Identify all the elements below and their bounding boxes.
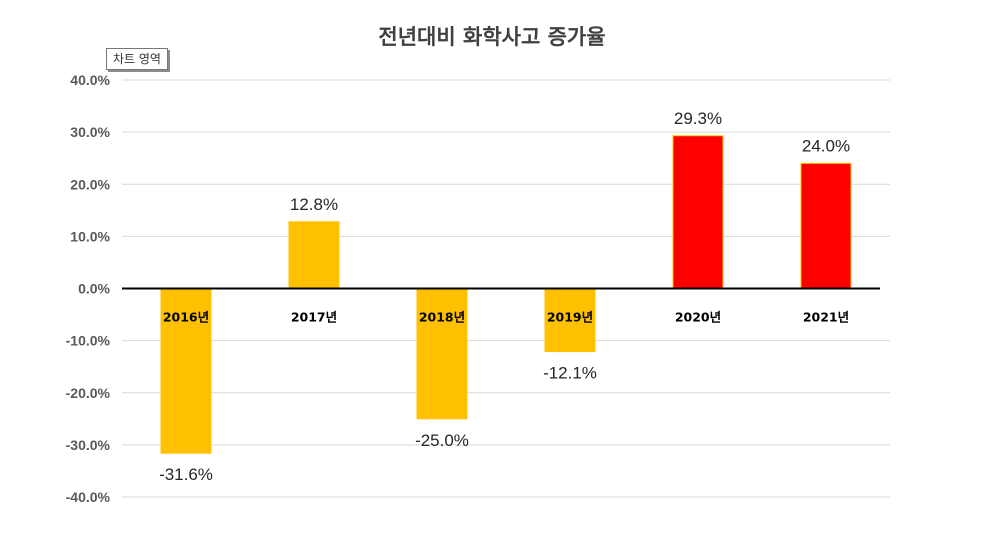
data-label: -25.0%	[415, 431, 469, 450]
chart-area-tooltip: 차트 영역	[106, 48, 168, 70]
bar	[288, 221, 340, 289]
y-tick-label: 0.0%	[78, 281, 110, 297]
y-tick-label: 10.0%	[70, 228, 110, 244]
y-tick-label: 40.0%	[70, 72, 110, 88]
bar	[672, 135, 724, 289]
data-label: -31.6%	[159, 465, 213, 484]
y-tick-label: 30.0%	[70, 124, 110, 140]
category-labels: 2016년 2017년 2018년 2019년 2020년 2021년	[163, 310, 849, 325]
y-tick-label: 20.0%	[70, 176, 110, 192]
y-tick-label: -20.0%	[66, 385, 111, 401]
x-tick-label: 2017년	[291, 310, 337, 325]
data-label: -12.1%	[543, 364, 597, 383]
x-tick-label: 2016년	[163, 310, 209, 325]
bar	[800, 162, 852, 289]
bar	[160, 288, 212, 454]
data-labels: -31.6% 12.8% -25.0% -12.1% 29.3% 24.0%	[159, 109, 850, 484]
bars	[160, 135, 852, 454]
y-tick-label: -40.0%	[66, 489, 111, 505]
data-label: 12.8%	[290, 195, 338, 214]
x-tick-label: 2018년	[419, 310, 465, 325]
data-label: 24.0%	[802, 136, 850, 155]
gridlines	[122, 79, 890, 498]
x-tick-label: 2021년	[803, 310, 849, 325]
chart-title: 전년대비 화학사고 증가율	[378, 25, 605, 49]
bar	[416, 288, 468, 420]
y-tick-label: -30.0%	[66, 437, 111, 453]
y-axis-ticks: 40.0% 30.0% 20.0% 10.0% 0.0% -10.0% -20.0% -30.…	[66, 72, 111, 505]
x-tick-label: 2019년	[547, 310, 593, 325]
data-label: 29.3%	[674, 109, 722, 128]
x-tick-label: 2020년	[675, 310, 721, 325]
bar	[544, 288, 596, 353]
y-tick-label: -10.0%	[66, 333, 111, 349]
